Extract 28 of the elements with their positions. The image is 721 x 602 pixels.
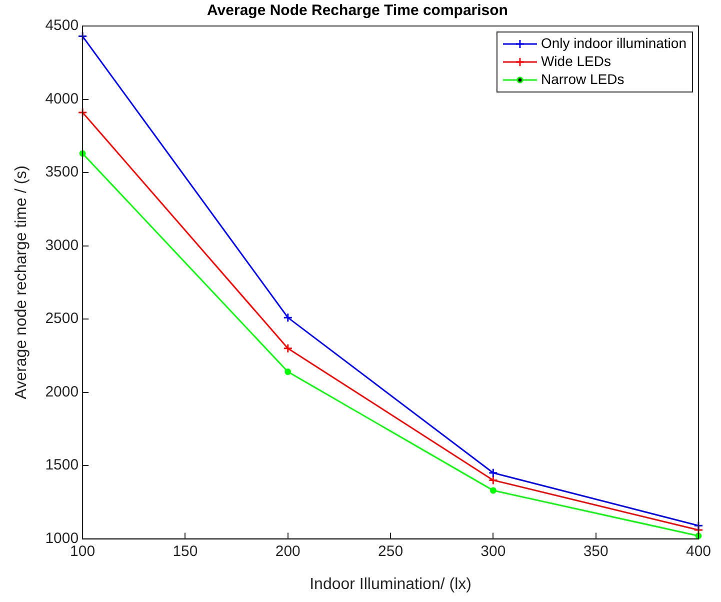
y-axis-title: Average node recharge time / (s) [13, 166, 30, 400]
point [488, 475, 498, 485]
y-tick-label: 3500 [45, 164, 79, 181]
point [283, 344, 293, 354]
point [488, 468, 498, 478]
point [283, 312, 293, 322]
y-tick-label: 2500 [45, 310, 79, 328]
point [284, 368, 292, 376]
y-tick-label: 3000 [45, 236, 79, 254]
y-tick-label: 2000 [45, 383, 79, 400]
point [78, 108, 88, 118]
y-tick-label: 4000 [45, 90, 79, 108]
point [490, 487, 496, 494]
x-tick-label: 350 [583, 542, 608, 560]
x-tick-label: 300 [480, 542, 506, 560]
y-tick-label: 4500 [45, 17, 79, 34]
point [694, 520, 704, 530]
x-tick-label: 400 [686, 542, 711, 560]
y-tick-label: 1500 [45, 456, 79, 474]
point [78, 32, 88, 42]
legend-label: Wide LEDs [540, 52, 611, 69]
x-tick-label: 150 [172, 542, 198, 560]
x-tick-label: 250 [378, 542, 404, 560]
x-tick-label: 200 [275, 542, 300, 560]
legend-label: Only indoor illumination [540, 34, 686, 51]
chart-title: Average Node Recharge Time comparison [207, 2, 508, 20]
x-axis-title: Indoor Illumination/ (lx) [310, 576, 472, 593]
legend-label: Narrow LEDs [540, 70, 624, 87]
